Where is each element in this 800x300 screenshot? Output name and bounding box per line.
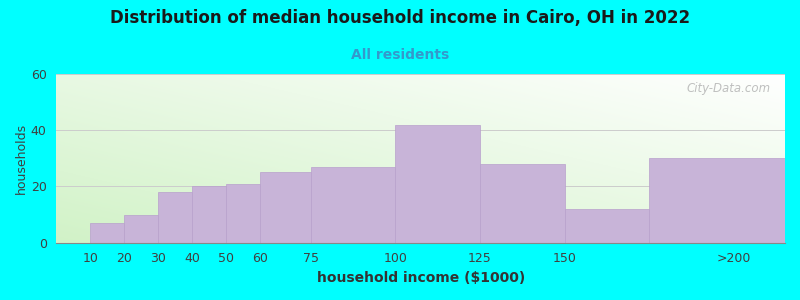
- Bar: [124, 214, 158, 243]
- Bar: [158, 192, 192, 243]
- X-axis label: household income ($1000): household income ($1000): [317, 271, 525, 285]
- Bar: [395, 124, 480, 243]
- Bar: [226, 184, 260, 243]
- Text: City-Data.com: City-Data.com: [686, 82, 770, 95]
- Y-axis label: households: households: [15, 123, 28, 194]
- Text: All residents: All residents: [351, 48, 449, 62]
- Bar: [192, 187, 226, 243]
- Text: Distribution of median household income in Cairo, OH in 2022: Distribution of median household income …: [110, 9, 690, 27]
- Bar: [90, 223, 124, 243]
- Bar: [310, 167, 395, 243]
- Bar: [565, 209, 650, 243]
- Bar: [480, 164, 565, 243]
- Bar: [650, 158, 785, 243]
- Bar: [260, 172, 310, 243]
